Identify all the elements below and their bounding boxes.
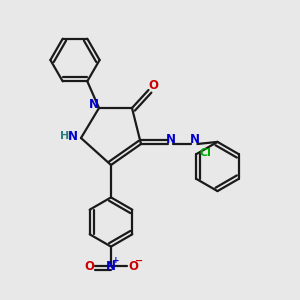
Text: N: N — [68, 130, 78, 143]
Text: O: O — [128, 260, 138, 273]
Text: −: − — [134, 256, 143, 266]
Text: +: + — [112, 256, 120, 265]
Text: N: N — [190, 133, 200, 146]
Text: Cl: Cl — [200, 148, 212, 158]
Text: N: N — [166, 133, 176, 146]
Text: O: O — [148, 79, 158, 92]
Text: O: O — [84, 260, 94, 273]
Text: H: H — [61, 131, 70, 141]
Text: N: N — [106, 260, 116, 273]
Text: N: N — [89, 98, 99, 112]
